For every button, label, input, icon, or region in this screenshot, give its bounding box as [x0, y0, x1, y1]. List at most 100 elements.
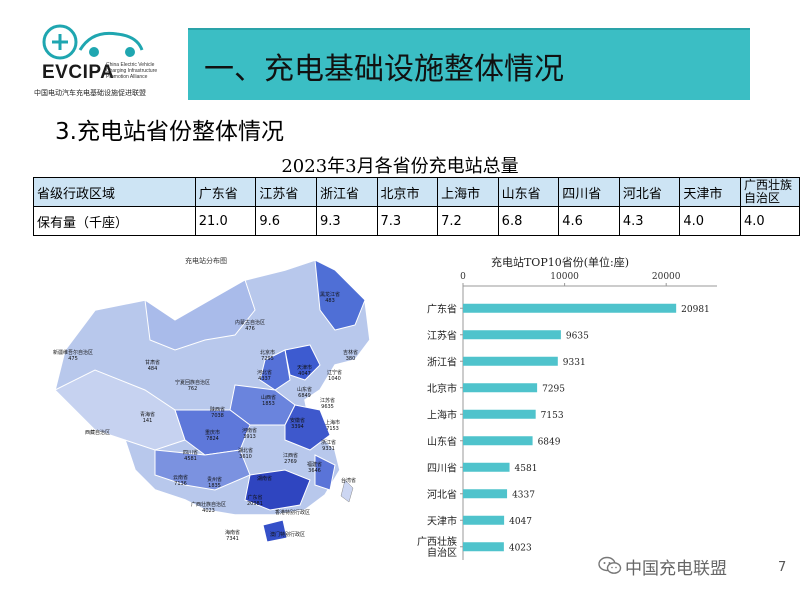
- table-cell: 4.6: [558, 206, 620, 236]
- map-label: 海南省 7341: [225, 530, 241, 542]
- bar: [463, 303, 677, 313]
- table-row: 保有量（千座） 21.0 9.6 9.3 7.3 7.2 6.8 4.6 4.3…: [33, 206, 800, 236]
- table-header-cell: 保有量（千座）: [33, 206, 196, 236]
- table-header-cell: 省级行政区域: [33, 177, 196, 207]
- map-label: 上海市 7153: [325, 420, 341, 432]
- top10-bar-chart: 充电站TOP10省份(单位:座) 0 10000 20000 广东省 20981 江苏省 9…: [395, 250, 725, 560]
- bar: [463, 489, 508, 499]
- map-label: 内蒙古自治区 476: [235, 320, 266, 332]
- table-cell: 山东省: [497, 177, 560, 207]
- data-label: 7153: [541, 411, 564, 421]
- table-cell: 四川省: [558, 177, 620, 207]
- map-label: 山西省 1853: [261, 395, 277, 407]
- table-cell: 9.6: [255, 206, 317, 236]
- y-category-label: 天津市: [427, 514, 457, 527]
- map-label: 西藏自治区: [85, 430, 111, 436]
- wechat-icon: [598, 556, 622, 574]
- table-cell: 上海市: [437, 177, 499, 207]
- bar: [463, 383, 538, 393]
- data-label: 9635: [566, 331, 589, 341]
- table-cell: 江苏省: [255, 177, 317, 207]
- province-table: 省级行政区域 广东省 江苏省 浙江省 北京市 上海市 山东省 四川省 河北省 天…: [33, 177, 800, 236]
- brand-name: EVCIPA: [42, 62, 115, 83]
- data-label: 9331: [563, 358, 586, 368]
- y-category-label: 上海市: [427, 408, 457, 421]
- map-label: 江苏省 9635: [320, 398, 336, 410]
- bar: [463, 409, 536, 419]
- map-label: 河北省 4337: [257, 370, 273, 382]
- table-cell: 河北省: [618, 177, 681, 207]
- bar: [463, 515, 505, 525]
- table-cell: 天津市: [679, 177, 741, 207]
- map-label: 台湾省: [341, 478, 357, 484]
- data-label: 20981: [681, 305, 710, 315]
- map-label: 云南省 7136: [173, 475, 189, 487]
- map-label: 澳门特别行政区: [270, 532, 306, 538]
- y-category-label: 山东省: [427, 435, 457, 448]
- ev-car-plug-icon: [42, 24, 144, 60]
- table-cell: 广东省: [194, 177, 257, 207]
- table-cell: 浙江省: [315, 177, 378, 207]
- page-number: 7: [778, 560, 787, 575]
- map-label: 黑龙江省 483: [320, 292, 341, 304]
- title-banner: 一、充电基础设施整体情况: [188, 28, 750, 100]
- map-label: 湖南省: [257, 476, 273, 482]
- map-label: 吉林省 380: [343, 350, 359, 362]
- brand-subtitle: China Electric Vehicle Charging Infrastr…: [106, 62, 158, 80]
- map-label: 新疆维吾尔自治区 475: [53, 350, 94, 362]
- table-cell: 6.8: [497, 206, 560, 236]
- x-tick-label: 10000: [550, 272, 579, 282]
- map-label: 北京市 7295: [260, 350, 276, 362]
- brand-chinese-name: 中国电动汽车充电基础设施促进联盟: [34, 89, 146, 97]
- map-label: 青海省 141: [140, 412, 156, 424]
- table-cell: 4.0: [679, 206, 741, 236]
- table-cell: 广西壮族自治区: [739, 177, 800, 207]
- map-label: 江西省 2769: [283, 453, 299, 465]
- map-label: 广东省 20981: [247, 495, 263, 507]
- table-cell: 21.0: [194, 206, 257, 236]
- y-category-label: 自治区: [427, 546, 457, 559]
- map-label: 贵州省 1835: [207, 477, 223, 489]
- china-map-shape: [54, 259, 371, 543]
- table-cell: 7.3: [376, 206, 439, 236]
- data-label: 7295: [542, 384, 565, 394]
- map-label: 湖北省 3610: [238, 448, 254, 460]
- map-label: 四川省 4581: [183, 450, 199, 462]
- table-cell: 4.0: [739, 206, 800, 236]
- y-category-label: 四川省: [427, 461, 457, 474]
- table-cell: 4.3: [618, 206, 681, 236]
- map-label: 福建省 3646: [307, 462, 323, 474]
- section-title: 3.充电站省份整体情况: [55, 119, 284, 145]
- y-category-label: 河北省: [427, 488, 457, 501]
- table-cell: 9.3: [315, 206, 378, 236]
- bar: [463, 436, 533, 446]
- evcipa-logo: [32, 20, 172, 105]
- map-label: 重庆市 7824: [205, 430, 221, 442]
- map-label: 天津市 4047: [297, 365, 313, 377]
- map-label: 山东省 6849: [297, 387, 313, 399]
- data-label: 4581: [515, 464, 538, 474]
- wechat-account-name: 中国充电联盟: [625, 559, 727, 579]
- china-charging-map: 充电站分布图 黑龙江省 483 吉林省 380 辽宁省 1040 内蒙古自治区 476 …: [35, 240, 375, 552]
- data-label: 4047: [509, 517, 532, 527]
- table-cell: 北京市: [376, 177, 439, 207]
- map-label: 广西壮族自治区 4023: [191, 502, 227, 514]
- bar: [463, 330, 561, 340]
- page-title: 一、充电基础设施整体情况: [204, 52, 564, 87]
- table-title: 2023年3月各省份充电站总量: [281, 156, 519, 177]
- map-title: 充电站分布图: [185, 257, 227, 265]
- data-label: 4023: [509, 543, 532, 553]
- map-label: 宁夏回族自治区 762: [175, 380, 211, 392]
- table-row: 省级行政区域 广东省 江苏省 浙江省 北京市 上海市 山东省 四川省 河北省 天…: [33, 177, 800, 207]
- chart-title: 充电站TOP10省份(单位:座): [490, 256, 630, 269]
- map-label: 香港特别行政区: [275, 510, 311, 516]
- y-category-label: 广东省: [427, 302, 457, 315]
- bar: [463, 542, 504, 552]
- map-label: 辽宁省 1040: [327, 370, 343, 382]
- bar: [463, 356, 558, 366]
- map-label: 河南省 3913: [242, 428, 258, 440]
- map-label: 安徽省 3394: [290, 418, 306, 430]
- map-label: 陕西省 7038: [210, 407, 226, 419]
- y-category-label: 广西壮族: [417, 535, 457, 548]
- y-category-label: 北京市: [427, 382, 457, 395]
